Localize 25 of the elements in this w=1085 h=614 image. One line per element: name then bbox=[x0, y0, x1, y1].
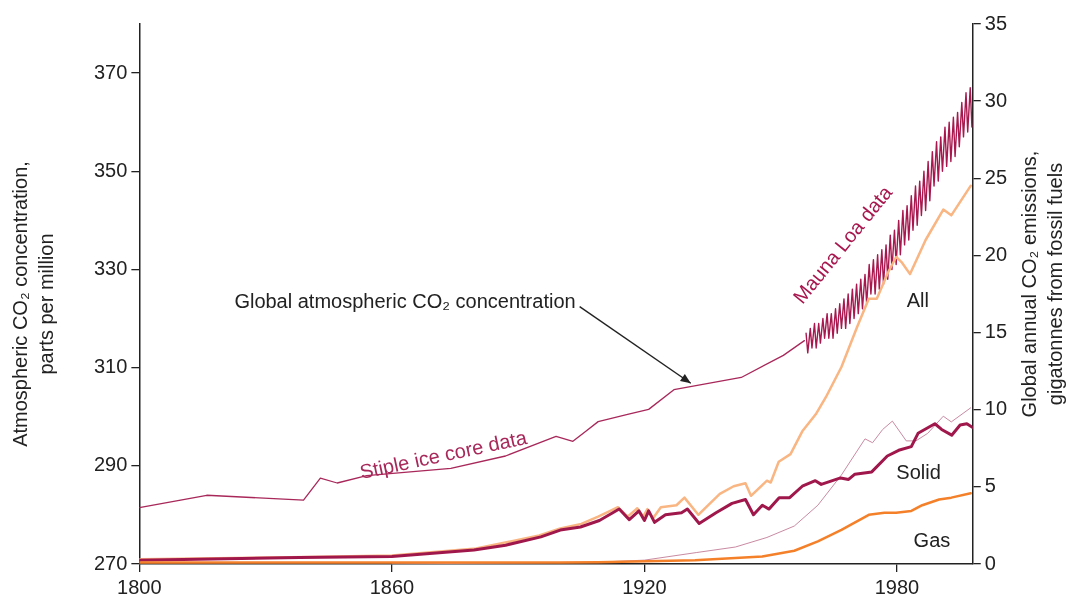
y-tick-label: 370 bbox=[93, 60, 128, 83]
x-tick-label: 1920 bbox=[622, 575, 667, 598]
series-label: Gas bbox=[913, 529, 951, 552]
y-tick-label: 290 bbox=[93, 453, 128, 476]
y2-tick-label: 15 bbox=[984, 320, 1007, 343]
y2-tick-label: 25 bbox=[984, 165, 1007, 188]
y2-tick-label: 20 bbox=[984, 242, 1007, 265]
y2-tick-label: 35 bbox=[984, 11, 1007, 34]
y-tick-label: 310 bbox=[93, 355, 128, 378]
y2-axis-title: Global annual CO₂ emissions, gigatonnes from fossil fuels bbox=[1017, 150, 1066, 418]
x-tick-label: 1800 bbox=[117, 575, 162, 598]
y-axis-title: Atmospheric CO₂ concentration, parts per million bbox=[8, 161, 57, 447]
text: Stiple ice core data bbox=[357, 425, 530, 483]
y2-tick-label: 10 bbox=[984, 397, 1007, 420]
x-tick-label: 1860 bbox=[369, 575, 415, 598]
annotation: Global atmospheric CO₂ concentration bbox=[234, 290, 576, 313]
y-tick-label: 330 bbox=[93, 256, 128, 279]
y-tick-label: 350 bbox=[93, 158, 128, 181]
series-label: All bbox=[906, 289, 929, 312]
y2-tick-label: 5 bbox=[984, 474, 996, 497]
series-label: Solid bbox=[896, 460, 941, 483]
x-tick-label: 1980 bbox=[874, 575, 920, 598]
y2-tick-label: 0 bbox=[984, 551, 996, 574]
y2-tick-label: 30 bbox=[984, 88, 1007, 111]
y-tick-label: 270 bbox=[93, 551, 128, 574]
